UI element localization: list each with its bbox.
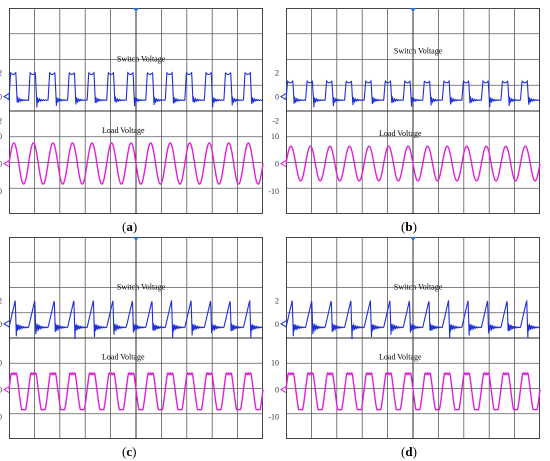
caption-d: (d): [401, 444, 417, 459]
load-ground-marker: [280, 386, 287, 393]
switch-ground-marker: [3, 93, 10, 101]
load-voltage-trace: [8, 372, 264, 411]
load-ground-marker: [3, 160, 10, 167]
caption-b: (b): [401, 219, 417, 234]
load-tick-label: 10: [0, 358, 2, 367]
load-voltage-label: Load Voltage: [102, 126, 145, 135]
caption-c: (c): [122, 444, 137, 459]
load-tick-label: -10: [0, 187, 2, 196]
load-voltage-trace: [8, 142, 264, 185]
oscilloscope-panel-a: 2 0 -2 Switch Voltage 10 0 -10 Load Voltage: [0, 8, 264, 214]
switch-tick-label: 2: [275, 296, 279, 305]
load-tick-label: 0: [275, 386, 279, 395]
switch-voltage-trace: [8, 299, 264, 340]
switch-ground-marker: [280, 93, 287, 101]
load-ground-marker: [280, 160, 287, 167]
oscilloscope-panel-b: 2 0 -2 Switch Voltage 10 0 -10 Load Voltage: [268, 8, 541, 214]
load-voltage-trace: [285, 372, 541, 411]
switch-tick-label: 2: [0, 296, 2, 305]
switch-ground-marker: [3, 320, 10, 328]
caption-a-letter: a: [126, 219, 133, 234]
load-tick-label: -10: [0, 413, 2, 422]
switch-voltage-trace: [285, 79, 541, 108]
switch-tick-label: 0: [275, 93, 279, 102]
load-tick-label: -10: [268, 187, 279, 196]
oscilloscope-panel-c: 2 0 Switch Voltage 10 0 -10 Load Voltage: [0, 237, 264, 439]
load-tick-label: 10: [271, 358, 279, 367]
load-tick-label: -10: [268, 413, 279, 422]
switch-voltage-label: Switch Voltage: [117, 283, 166, 292]
switch-voltage-trace: [285, 299, 541, 340]
oscilloscope-panel-d: 2 0 Switch Voltage 10 0 -10 Load Voltage: [268, 237, 541, 439]
switch-tick-label: 0: [0, 320, 2, 329]
load-tick-label: 10: [0, 132, 2, 141]
trigger-marker: [133, 8, 139, 12]
load-tick-label: 0: [0, 160, 2, 169]
load-voltage-label: Load Voltage: [102, 352, 145, 361]
trigger-marker: [410, 237, 416, 241]
switch-voltage-trace: [8, 71, 264, 108]
switch-voltage-label: Switch Voltage: [117, 55, 166, 64]
load-voltage-label: Load Voltage: [379, 129, 422, 138]
caption-c-letter: c: [126, 444, 133, 459]
switch-tick-label: -2: [0, 116, 2, 125]
load-tick-label: 10: [271, 132, 279, 141]
load-voltage-trace: [285, 145, 541, 182]
load-tick-label: 0: [0, 386, 2, 395]
switch-tick-label: -2: [272, 116, 279, 125]
switch-voltage-label: Switch Voltage: [394, 47, 443, 56]
switch-ground-marker: [280, 320, 287, 328]
switch-tick-label: 0: [0, 93, 2, 102]
load-ground-marker: [3, 386, 10, 393]
trigger-marker: [410, 8, 416, 12]
switch-tick-label: 2: [275, 69, 279, 78]
load-voltage-label: Load Voltage: [379, 352, 422, 361]
caption-d-letter: d: [405, 444, 413, 459]
caption-b-letter: b: [405, 219, 413, 234]
caption-a: (a): [122, 219, 138, 234]
trigger-marker: [133, 237, 139, 241]
switch-tick-label: 0: [275, 320, 279, 329]
switch-voltage-label: Switch Voltage: [394, 283, 443, 292]
load-tick-label: 0: [275, 160, 279, 169]
switch-tick-label: 2: [0, 69, 2, 78]
